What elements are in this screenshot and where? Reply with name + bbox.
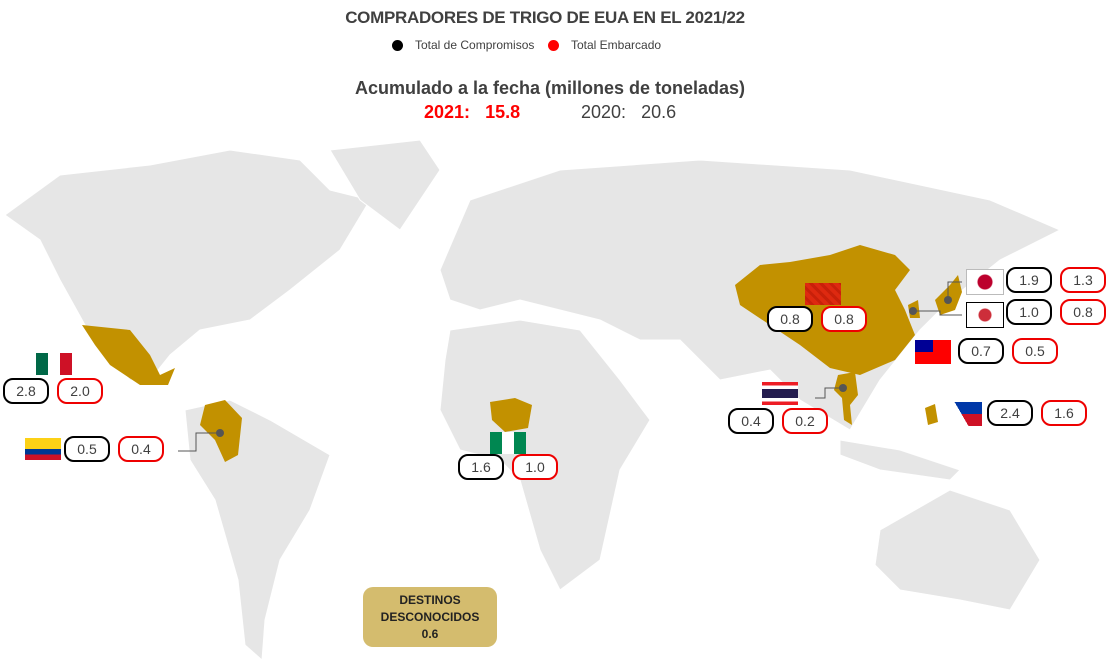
legend-shipped: Total Embarcado: [548, 38, 661, 52]
nigeria-commitments-value: 1.6: [458, 454, 504, 480]
china-commitments-value: 0.8: [767, 306, 813, 332]
taiwan-flag-icon: [915, 340, 951, 364]
mexico-commitments-value: 2.8: [3, 378, 49, 404]
mexico-shipped-value: 2.0: [57, 378, 103, 404]
highlight-mexico: [82, 325, 175, 385]
philippines-commitments-value: 2.4: [987, 400, 1033, 426]
japan-shipped-value: 1.3: [1060, 267, 1106, 293]
philippines-flag-icon: [946, 402, 982, 426]
greenland: [329, 139, 441, 231]
china-flag-icon: [805, 283, 841, 305]
highlight-thailand: [834, 372, 858, 425]
chart-title: COMPRADORES DE TRIGO DE EUA EN EL 2021/2…: [345, 8, 745, 27]
unknown-destinations-box: DESTINOS DESCONOCIDOS 0.6: [363, 587, 497, 647]
south-korea-shipped-value: 0.8: [1060, 299, 1106, 325]
subtitle: Acumulado a la fecha (millones de tonela…: [354, 78, 746, 98]
south-korea-commitments-value: 1.0: [1006, 299, 1052, 325]
thailand-shipped-value: 0.2: [782, 408, 828, 434]
current-value: 15.8: [485, 102, 521, 122]
china-shipped-value: 0.8: [821, 306, 867, 332]
legend-label: Total de Compromisos: [415, 38, 535, 52]
north-america: [4, 149, 371, 381]
south-america: [184, 399, 331, 662]
nigeria-flag-icon: [490, 432, 526, 454]
highlight-philippines: [925, 404, 938, 425]
highlight-nigeria: [490, 398, 532, 432]
unknown-label-1: DESTINOS: [399, 592, 461, 607]
indonesia: [839, 439, 961, 481]
legend-commitments: Total de Compromisos: [392, 38, 534, 52]
japan-flag-icon: [966, 269, 1004, 295]
colombia-flag-icon: [25, 438, 61, 460]
thailand-commitments-value: 0.4: [728, 408, 774, 434]
australia: [874, 489, 1041, 611]
red-dot-icon: [548, 39, 559, 51]
current-total: 2021: 15.8: [424, 102, 520, 123]
colombia-shipped-value: 0.4: [118, 436, 164, 462]
taiwan-commitments-value: 0.7: [958, 338, 1004, 364]
south-korea-flag-icon: [966, 302, 1004, 328]
legend-label: Total Embarcado: [571, 38, 662, 52]
philippines-shipped-value: 1.6: [1041, 400, 1087, 426]
japan-commitments-value: 1.9: [1006, 267, 1052, 293]
previous-label: 2020:: [581, 102, 627, 122]
black-dot-icon: [392, 39, 403, 51]
current-label: 2021:: [424, 102, 471, 122]
previous-total: 2020: 20.6: [581, 102, 676, 123]
nigeria-shipped-value: 1.0: [512, 454, 558, 480]
previous-value: 20.6: [641, 102, 677, 122]
colombia-commitments-value: 0.5: [64, 436, 110, 462]
unknown-label-2: DESCONOCIDOS: [380, 609, 480, 624]
mexico-flag-icon: [36, 353, 72, 375]
taiwan-shipped-value: 0.5: [1012, 338, 1058, 364]
unknown-value: 0.6: [421, 626, 439, 641]
thailand-flag-icon: [762, 382, 798, 405]
